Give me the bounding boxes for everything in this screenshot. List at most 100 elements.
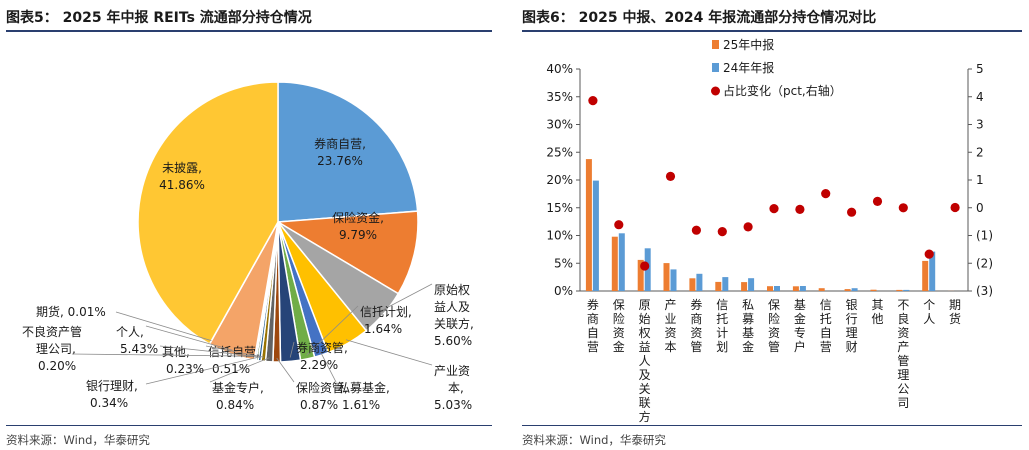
y-tick-label-right: 2 [976, 145, 984, 159]
right-title-rule [522, 30, 1022, 32]
bar [644, 248, 651, 291]
pie-slice [275, 210, 419, 295]
pie-label: 私募基金, [338, 380, 390, 395]
y-tick-label-right: 1 [976, 173, 984, 187]
x-tick-label: 良 [897, 311, 909, 326]
x-tick-label: 券 [690, 297, 702, 312]
change-dot [872, 196, 883, 206]
pie-value: 0.20% [38, 359, 76, 373]
x-tick-label: 期 [949, 298, 961, 312]
bar [722, 277, 729, 291]
pie-value: 41.86% [159, 178, 205, 192]
x-tick-label: 托 [820, 312, 832, 326]
x-tick-label: 募 [742, 312, 754, 326]
x-tick-label: 管 [690, 339, 702, 354]
x-tick-label: 货 [949, 311, 961, 326]
x-tick-label: 自 [587, 326, 599, 340]
x-tick-label: 公 [897, 382, 909, 396]
pie-leader-line [319, 351, 337, 383]
x-tick-label: 金 [742, 339, 754, 354]
legend-swatch [712, 63, 719, 72]
pie-leader-line [145, 325, 233, 351]
bar [611, 236, 618, 291]
y-tick-label-right: 0 [976, 201, 984, 215]
x-tick-label: 资 [665, 326, 677, 340]
change-dot [924, 249, 934, 259]
y-tick-label-left: 40% [546, 62, 573, 76]
right-panel-title: 图表6： 2025 中报、2024 年报流通部分持仓情况对比 [522, 10, 877, 26]
x-tick-label: 资 [690, 326, 702, 340]
y-tick-label-left: 10% [546, 229, 573, 243]
x-tick-label: 险 [768, 311, 780, 326]
x-tick-label: 不 [897, 298, 909, 312]
x-tick-label: 商 [587, 311, 599, 326]
x-tick-label: 资 [768, 326, 780, 340]
x-tick-label: 其 [871, 298, 883, 312]
change-dot [795, 204, 805, 214]
bar [637, 259, 644, 291]
change-dot [665, 171, 676, 181]
bar [851, 288, 858, 291]
y-tick-label-left: 0% [554, 284, 573, 298]
y-tick-label-right: (1) [976, 229, 993, 243]
bar [585, 159, 592, 291]
left-source: 资料来源：Wind，华泰研究 [6, 433, 150, 447]
pie-value: 9.79% [339, 228, 377, 242]
x-tick-label: 自 [820, 326, 832, 340]
x-tick-label: 产 [665, 298, 677, 312]
pie-label: 益人及 [434, 300, 470, 314]
pie-value: 5.03% [434, 398, 472, 412]
x-tick-label: 私 [742, 298, 754, 312]
pie-leader-line [71, 353, 256, 357]
x-tick-label: 商 [690, 311, 702, 326]
x-tick-label: 行 [846, 312, 858, 326]
x-tick-label: 金 [613, 339, 625, 354]
x-tick-label: 他 [871, 312, 883, 326]
left-title-rule [6, 30, 492, 32]
change-dot [743, 222, 753, 232]
right-source: 资料来源：Wind，华泰研究 [522, 433, 666, 447]
x-tick-label: 个 [923, 298, 935, 312]
bar [922, 260, 929, 291]
x-tick-label: 金 [794, 311, 806, 326]
legend-dot [711, 86, 720, 96]
x-tick-label: 人 [923, 312, 935, 326]
bar [663, 263, 670, 291]
bar [896, 289, 903, 291]
legend-swatch [712, 40, 719, 49]
pie-label: 保险资金, [332, 210, 384, 225]
pie-label: 个人, [116, 325, 144, 339]
pie-leader-line [380, 283, 433, 312]
pie-leader-line [205, 345, 264, 358]
pie-label: 券商资管, [296, 340, 348, 355]
pie-leader-line [159, 345, 258, 357]
x-tick-label: 关 [639, 382, 651, 396]
pie-leader-line [145, 356, 261, 385]
x-tick-label: 及 [639, 368, 651, 382]
pie-label: 期货, 0.01% [36, 304, 106, 319]
pie-label: 信托计划, [360, 305, 412, 319]
pie-value: 0.87% [300, 398, 338, 412]
change-dot [821, 189, 831, 199]
bar [741, 282, 748, 291]
y-tick-label-right: 3 [976, 118, 984, 132]
pie-label: 理公司, [36, 342, 76, 356]
x-tick-label: 基 [742, 326, 754, 340]
y-tick-label-right: (3) [976, 284, 993, 298]
x-tick-label: 司 [897, 396, 909, 410]
change-dot [898, 203, 908, 213]
pie-value: 1.64% [364, 322, 402, 336]
change-dot [614, 220, 624, 230]
x-tick-label: 管 [897, 353, 909, 368]
y-tick-label-left: 5% [554, 256, 573, 270]
pie-leader-line [306, 305, 359, 356]
pie-value: 23.76% [317, 154, 363, 168]
pie-label: 银行理财, [86, 379, 138, 393]
change-dot [588, 96, 598, 106]
x-tick-label: 银 [846, 298, 858, 312]
pie-value: 0.34% [90, 396, 128, 410]
y-tick-label-right: 5 [976, 62, 984, 76]
x-tick-label: 财 [846, 340, 858, 354]
